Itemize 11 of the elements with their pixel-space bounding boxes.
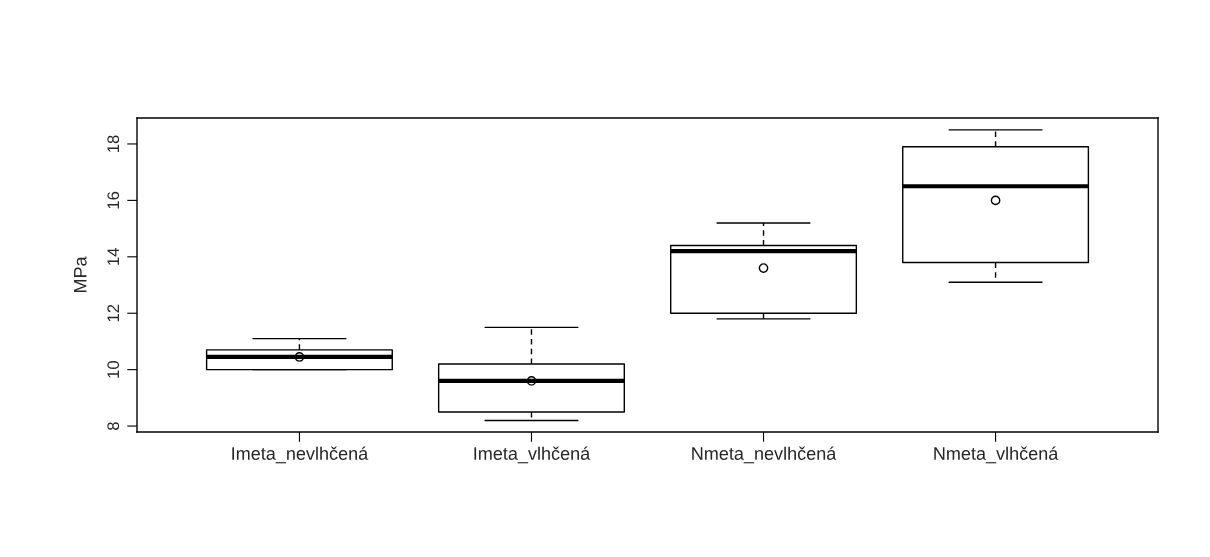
x-tick-label: Nmeta_nevlhčená	[692, 446, 837, 464]
y-tick-label: 8	[107, 422, 120, 430]
y-tick-label: 12	[107, 304, 119, 322]
x-tick-label: Nmeta_vlhčená	[934, 446, 1059, 464]
y-tick-label: 16	[107, 191, 120, 209]
x-tick-label: Imeta_vlhčená	[474, 446, 591, 464]
y-tick-label: 14	[107, 248, 119, 265]
y-tick-label: 10	[107, 361, 120, 378]
y-axis-title: MPa	[74, 256, 87, 293]
x-tick-label: Imeta_nevlhčená	[232, 446, 369, 464]
y-tick-label: 18	[107, 135, 120, 152]
